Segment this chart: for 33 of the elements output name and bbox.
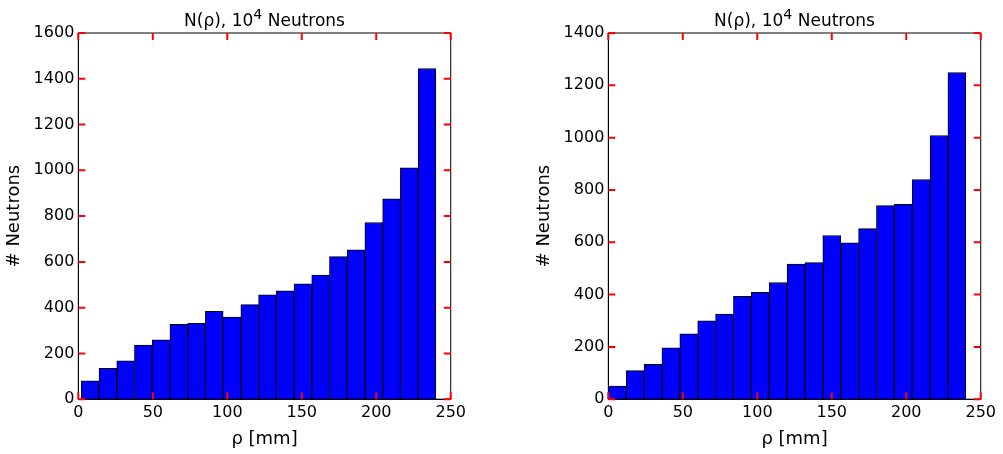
y-tick-label: 1200 xyxy=(563,74,605,94)
x-tick-label: 150 xyxy=(816,401,848,421)
x-tick-label: 200 xyxy=(890,401,922,421)
x-tick-label: 150 xyxy=(286,401,318,421)
y-axis-title: # Neutrons xyxy=(2,164,24,268)
y-tick-label: 400 xyxy=(573,283,605,303)
x-tick-label: 50 xyxy=(142,401,163,421)
x-tick-label: 100 xyxy=(212,401,243,421)
y-tick-label: 1400 xyxy=(33,67,75,87)
y-tick-label: 0 xyxy=(594,388,605,408)
x-axis-title: ρ [mm] xyxy=(231,426,298,448)
y-tick-label: 0 xyxy=(64,388,75,408)
y-tick-label: 1000 xyxy=(33,159,75,179)
y-axis-title: # Neutrons xyxy=(532,164,554,268)
y-tick-label: 600 xyxy=(573,231,605,251)
y-tick-label: 800 xyxy=(573,179,605,199)
x-tick-label: 200 xyxy=(360,401,392,421)
y-tick-label: 400 xyxy=(43,296,75,316)
chart-title: N(ρ), 10$^{4}$ Neutrons xyxy=(713,6,876,30)
x-tick-label: 100 xyxy=(742,401,773,421)
x-tick-label: 250 xyxy=(435,401,466,421)
x-tick-label: 50 xyxy=(672,401,693,421)
y-tick-label: 1000 xyxy=(563,126,605,146)
y-tick-label: 1200 xyxy=(33,113,75,133)
y-tick-label: 600 xyxy=(43,251,75,271)
y-tick-label: 1600 xyxy=(33,22,75,42)
y-tick-label: 200 xyxy=(43,342,75,362)
chart-title: N(ρ), 10$^{4}$ Neutrons xyxy=(183,6,346,30)
y-tick-label: 1400 xyxy=(563,22,605,42)
y-tick-label: 800 xyxy=(43,205,75,225)
x-tick-label: 250 xyxy=(965,401,996,421)
y-tick-label: 200 xyxy=(573,336,605,356)
x-axis-title: ρ [mm] xyxy=(761,426,828,448)
